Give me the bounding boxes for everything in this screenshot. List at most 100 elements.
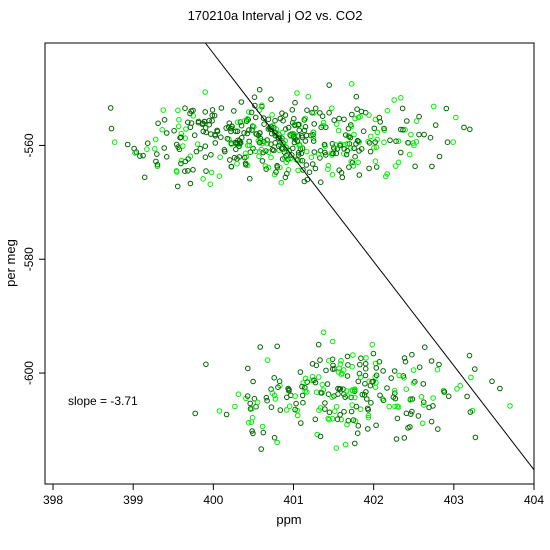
data-point [302,138,309,144]
data-point [329,141,336,147]
data-point [228,140,235,146]
data-point [362,365,369,372]
y-axis-label: per meg [3,239,18,287]
data-point [317,179,324,185]
data-point [283,407,290,413]
data-point [350,417,357,423]
data-point [450,139,457,145]
data-point [393,138,399,144]
data-point [277,407,284,413]
data-point [342,132,349,138]
data-point [297,157,304,164]
data-point [238,122,245,129]
data-point [299,157,306,164]
data-point [311,149,318,155]
data-point [380,368,386,374]
data-point [237,119,244,125]
data-point [507,403,513,409]
data-point [320,329,327,336]
data-point [208,131,214,137]
x-tick-label: 403 [444,493,464,507]
data-point [154,151,160,157]
data-point [374,129,381,136]
data-point [310,135,317,141]
data-point [391,97,398,103]
data-point [202,154,209,160]
y-tick-label: -580 [22,247,36,271]
data-point [339,174,346,181]
data-point [207,181,214,187]
data-point [253,131,260,137]
data-point [333,445,340,451]
data-point [296,127,303,134]
data-point [331,117,338,123]
data-point [336,115,342,122]
data-point [352,394,358,401]
data-point [259,158,266,164]
data-point [231,154,238,161]
data-point [269,112,275,118]
data-point [373,372,380,379]
data-point [342,441,349,448]
data-point [300,399,306,406]
data-point [336,386,343,392]
data-point [247,175,253,182]
data-point [337,361,344,367]
data-point [467,126,473,133]
data-point [311,110,317,116]
data-point [206,121,212,128]
data-point [310,132,316,138]
data-point [398,149,404,156]
data-point [178,157,185,164]
data-point [373,164,380,170]
data-point [357,361,363,368]
data-point [366,378,372,385]
data-point [420,399,427,406]
y-axis: -560 -580 -600 [22,133,45,385]
data-point [252,148,259,155]
data-point [416,364,423,371]
data-point [410,140,417,146]
data-point [256,139,263,146]
data-point [386,403,393,410]
data-point [154,161,161,168]
data-point [144,140,151,146]
data-point [413,139,420,145]
data-point [368,400,374,406]
data-point [241,130,247,136]
data-point [349,387,355,393]
data-point [274,439,281,446]
data-point [350,352,356,358]
data-point [222,148,228,155]
data-point [258,146,265,153]
data-point [295,149,302,156]
data-point [264,357,271,363]
data-point [245,365,251,372]
data-point [264,137,270,143]
data-point [351,145,357,152]
data-point [365,414,372,421]
data-point [247,406,254,412]
data-point [202,109,208,115]
data-point [152,136,159,143]
data-point [353,141,359,147]
data-point [329,105,335,111]
data-point [393,163,399,169]
data-point [208,169,215,176]
data-point [303,162,310,168]
data-point [254,399,261,406]
data-point [346,164,352,170]
data-point [399,105,406,112]
data-point [286,388,292,394]
data-point [422,344,428,351]
x-tick-label: 401 [283,493,303,507]
data-point [286,147,292,154]
data-point [341,408,347,415]
data-point [292,99,298,106]
data-point [180,143,186,149]
data-point [223,411,230,418]
data-point [418,394,425,400]
data-point [250,378,256,385]
data-point [436,153,443,160]
